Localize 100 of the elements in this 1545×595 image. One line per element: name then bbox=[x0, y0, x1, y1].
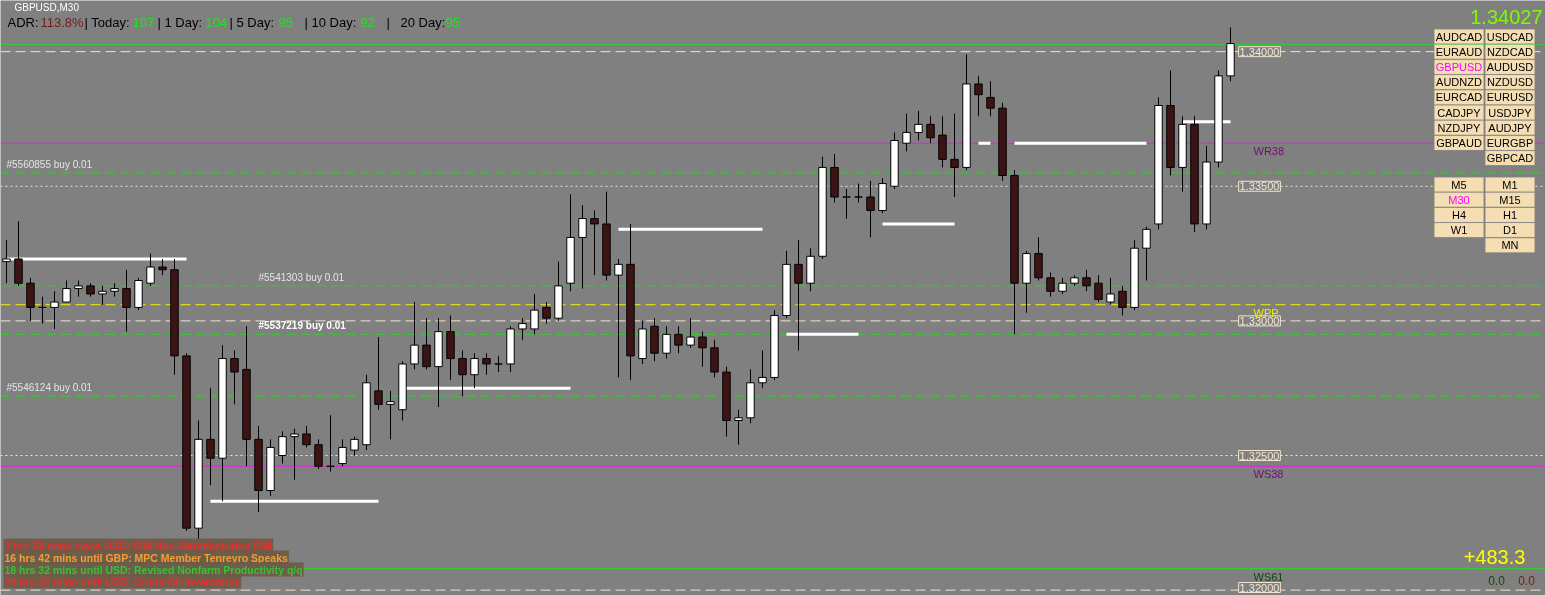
candlestick bbox=[98, 285, 107, 306]
candlestick bbox=[410, 301, 419, 370]
candlestick bbox=[50, 290, 59, 330]
candlestick bbox=[386, 390, 395, 440]
candlestick bbox=[950, 113, 959, 198]
candlestick bbox=[290, 428, 299, 481]
candlestick bbox=[62, 280, 71, 303]
text: M15 bbox=[1499, 193, 1521, 206]
candlestick bbox=[674, 325, 683, 354]
text: USDJPY bbox=[1488, 106, 1533, 119]
ref-line-label: WR38 bbox=[1253, 145, 1285, 158]
candlestick bbox=[122, 269, 131, 333]
text: CADJPY bbox=[1437, 106, 1482, 119]
candlestick bbox=[986, 80, 995, 117]
candlestick bbox=[302, 425, 311, 448]
text: GBPAUD bbox=[1436, 136, 1482, 149]
candlestick bbox=[914, 110, 923, 141]
ref-line-label: #5541303 buy 0.01 bbox=[258, 271, 345, 283]
candlestick bbox=[842, 188, 851, 220]
text: W1 bbox=[1450, 224, 1468, 237]
ref-line-label: #5546124 buy 0.01 bbox=[6, 382, 93, 394]
candlestick bbox=[974, 75, 983, 117]
ref-line-label: 1.34000 bbox=[1239, 45, 1280, 58]
text: AUDUSD bbox=[1486, 60, 1534, 73]
annotation: 113.8% bbox=[40, 15, 85, 30]
candlestick bbox=[854, 183, 863, 203]
annotation: 104 bbox=[205, 15, 228, 30]
candlestick bbox=[482, 352, 491, 376]
candlestick bbox=[926, 115, 935, 144]
candlestick bbox=[230, 350, 239, 405]
ref-line-label: 1.34027 bbox=[1470, 6, 1543, 29]
candlestick bbox=[470, 352, 479, 389]
annotation: | 10 Day: bbox=[304, 15, 357, 30]
text: EURUSD bbox=[1486, 91, 1534, 104]
text: USDCAD bbox=[1486, 30, 1534, 43]
text: M30 bbox=[1448, 193, 1470, 206]
ref-line-label: 1.32000 bbox=[1239, 581, 1280, 594]
annotation: ADR: bbox=[7, 15, 39, 30]
text: NZDJPY bbox=[1437, 121, 1482, 134]
annotation: | 5 Day: bbox=[229, 15, 275, 30]
text: NZDUSD bbox=[1487, 76, 1533, 89]
annotation: 3 hrs 58 mins since USD: ISM Non-Manufacturing PMI bbox=[4, 539, 273, 552]
candlestick bbox=[614, 258, 623, 378]
annotation: 16 hrs 42 mins until GBP: MPC Member Tenreyro Speaks bbox=[4, 551, 289, 564]
candlestick bbox=[350, 436, 359, 456]
text: MN bbox=[1501, 239, 1519, 252]
candlestick bbox=[902, 113, 911, 152]
text: AUDCAD bbox=[1435, 30, 1483, 43]
text: 0.0 bbox=[1518, 574, 1536, 588]
candlestick bbox=[1106, 277, 1115, 306]
candlestick bbox=[1082, 269, 1091, 292]
ref-line-label: 1.33500 bbox=[1239, 180, 1280, 193]
annotation: 20 Day: bbox=[400, 15, 446, 30]
candlestick bbox=[1046, 271, 1055, 298]
text: H1 bbox=[1502, 208, 1518, 221]
ref-line-label: 1.32500 bbox=[1239, 449, 1280, 462]
text: EURCAD bbox=[1435, 91, 1483, 104]
candlestick bbox=[1142, 226, 1151, 281]
candlestick bbox=[578, 204, 587, 290]
candlestick bbox=[590, 210, 599, 276]
text: AUDNZD bbox=[1436, 76, 1482, 89]
annotation: 20 hrs 32 mins until USD: Crude Oil Inventories bbox=[4, 575, 241, 588]
ref-line-label: #5560855 buy 0.01 bbox=[6, 158, 93, 170]
candlestick bbox=[530, 293, 539, 335]
text: NZDCAD bbox=[1487, 45, 1533, 58]
candlestick bbox=[278, 430, 287, 465]
text: D1 bbox=[1502, 224, 1518, 237]
text: EURGBP bbox=[1486, 136, 1534, 149]
candlestick bbox=[458, 350, 467, 397]
candlestick bbox=[542, 301, 551, 325]
candlestick bbox=[662, 325, 671, 360]
annotation: 95 bbox=[278, 15, 293, 30]
annotation: | bbox=[386, 15, 390, 30]
ref-line-label: WS61 bbox=[1253, 570, 1284, 583]
candlestick bbox=[314, 438, 323, 470]
candlestick bbox=[146, 253, 155, 287]
text: 0.0 bbox=[1488, 574, 1506, 588]
annotation: 18 hrs 32 mins until USD: Revised Nonfarm Productivity q/q bbox=[4, 563, 303, 576]
annotation: 107 bbox=[132, 15, 155, 30]
annotation: | Today: bbox=[84, 15, 130, 30]
text: GBPCAD bbox=[1486, 152, 1534, 165]
annotation: 92 bbox=[360, 15, 375, 30]
annotation: 95 bbox=[445, 15, 460, 30]
chart-title: GBPUSD,M30 bbox=[14, 2, 80, 13]
candlestick bbox=[518, 317, 527, 341]
candlestick bbox=[686, 317, 695, 349]
text: H4 bbox=[1451, 208, 1467, 221]
text: M5 bbox=[1451, 178, 1467, 191]
candlestick bbox=[1118, 285, 1127, 316]
candlestick bbox=[338, 438, 347, 467]
candlestick bbox=[794, 239, 803, 351]
text: M1 bbox=[1502, 178, 1518, 191]
candlestick bbox=[758, 350, 767, 389]
candlestick bbox=[422, 317, 431, 370]
text: EURAUD bbox=[1435, 45, 1483, 58]
text: GBPUSD bbox=[1435, 60, 1483, 73]
candlestick bbox=[1094, 274, 1103, 303]
text: +483.3 bbox=[1463, 545, 1526, 568]
text: AUDJPY bbox=[1488, 121, 1533, 134]
candlestick bbox=[374, 336, 383, 411]
